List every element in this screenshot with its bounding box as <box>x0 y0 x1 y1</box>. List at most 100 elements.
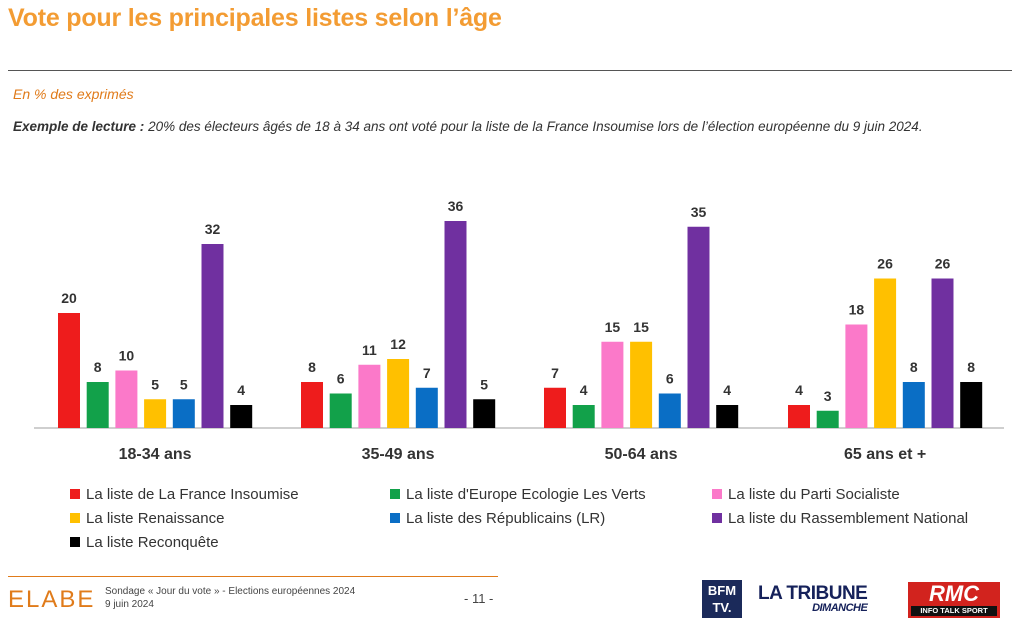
legend-label: La liste Renaissance <box>86 510 225 527</box>
bar-4-2 <box>816 410 839 428</box>
footer-divider <box>8 576 498 577</box>
bfmtv-logo: BFM TV. <box>702 580 742 618</box>
bar-3-3 <box>601 341 624 428</box>
category-label: 35-49 ans <box>362 446 435 463</box>
data-label: 5 <box>480 376 488 392</box>
data-label: 26 <box>877 256 893 272</box>
data-label: 7 <box>551 365 559 381</box>
data-label: 15 <box>605 319 621 335</box>
category-label: 50-64 ans <box>605 446 678 463</box>
category-label: 18-34 ans <box>119 446 192 463</box>
data-label: 36 <box>448 198 464 214</box>
la-tribune-logo-sub: DIMANCHE <box>812 602 868 614</box>
data-label: 7 <box>423 365 431 381</box>
category-label: 65 ans et + <box>844 446 926 463</box>
bar-1-2 <box>86 382 109 428</box>
data-label: 10 <box>119 348 135 364</box>
data-label: 8 <box>308 359 316 375</box>
data-label: 4 <box>723 382 731 398</box>
bar-2-4 <box>387 359 410 428</box>
footer-info: Sondage « Jour du vote » - Elections eur… <box>105 585 355 611</box>
bar-2-2 <box>329 393 352 428</box>
legend-label: La liste d'Europe Ecologie Les Verts <box>406 486 646 503</box>
bar-3-1 <box>544 387 566 428</box>
unit-subtitle: En % des exprimés <box>13 86 134 102</box>
data-label: 12 <box>390 336 406 352</box>
reading-example: Exemple de lecture : 20% des électeurs â… <box>13 119 923 134</box>
bar-1-3 <box>115 370 138 428</box>
data-label: 20 <box>61 290 77 306</box>
legend-label: La liste des Républicains (LR) <box>406 510 606 527</box>
bar-3-2 <box>572 405 595 428</box>
legend-label: La liste de La France Insoumise <box>86 486 299 503</box>
data-label: 5 <box>151 376 159 392</box>
survey-date: 9 juin 2024 <box>105 599 154 610</box>
legend-swatch <box>712 513 722 523</box>
legend-item: La liste Reconquête <box>70 534 219 551</box>
bar-3-5 <box>658 393 681 428</box>
bar-4-7 <box>960 382 983 428</box>
data-label: 32 <box>205 221 221 237</box>
data-label: 11 <box>362 342 377 358</box>
page-number: - 11 - <box>464 591 494 606</box>
data-label: 26 <box>935 256 951 272</box>
legend-swatch <box>390 489 400 499</box>
legend-item: La liste de La France Insoumise <box>70 486 299 503</box>
bar-4-3 <box>845 324 868 428</box>
data-label: 35 <box>691 204 707 220</box>
bar-2-6 <box>444 221 467 428</box>
data-label: 15 <box>633 319 649 335</box>
legend-swatch <box>712 489 722 499</box>
data-label: 4 <box>795 382 803 398</box>
rmc-logo: RMC INFO TALK SPORT <box>908 582 1000 618</box>
rmc-logo-sub: INFO TALK SPORT <box>911 606 997 616</box>
data-label: 5 <box>180 376 188 392</box>
bar-2-5 <box>415 387 438 428</box>
legend-item: La liste des Républicains (LR) <box>390 510 605 527</box>
bar-1-1 <box>58 313 80 428</box>
la-tribune-logo-text: LA TRIBUNE <box>758 583 868 604</box>
legend-label: La liste du Rassemblement National <box>728 510 969 527</box>
page-title: Vote pour les principales listes selon l… <box>8 4 502 32</box>
bar-3-4 <box>630 341 653 428</box>
data-label: 8 <box>910 359 918 375</box>
bar-4-6 <box>931 278 954 428</box>
rmc-logo-text: RMC <box>928 581 980 606</box>
legend-item: La liste du Parti Socialiste <box>712 486 900 503</box>
legend-item: La liste d'Europe Ecologie Les Verts <box>390 486 646 503</box>
bar-1-7 <box>230 405 253 428</box>
reading-text: 20% des électeurs âgés de 18 à 34 ans on… <box>144 119 923 134</box>
data-label: 3 <box>824 388 832 404</box>
legend-swatch <box>70 513 80 523</box>
bar-1-4 <box>144 399 167 428</box>
legend-swatch <box>70 537 80 547</box>
bar-4-4 <box>874 278 897 428</box>
data-label: 6 <box>666 371 674 387</box>
bar-4-1 <box>788 405 810 428</box>
bar-2-7 <box>473 399 496 428</box>
legend-item: La liste du Rassemblement National <box>712 510 968 527</box>
bar-1-6 <box>201 244 224 428</box>
elabe-logo: ELABE <box>8 586 96 613</box>
survey-name: Sondage « Jour du vote » - Elections eur… <box>105 586 356 597</box>
data-label: 8 <box>967 359 975 375</box>
data-label: 18 <box>849 302 865 318</box>
la-tribune-logo: LA TRIBUNE DIMANCHE <box>758 583 868 614</box>
title-divider <box>8 70 1012 71</box>
data-label: 4 <box>580 382 588 398</box>
legend-swatch <box>390 513 400 523</box>
legend-swatch <box>70 489 80 499</box>
data-label: 6 <box>337 371 345 387</box>
bar-4-5 <box>902 382 925 428</box>
bar-1-5 <box>172 399 195 428</box>
bar-3-7 <box>716 405 739 428</box>
data-label: 8 <box>94 359 102 375</box>
bar-2-1 <box>301 382 323 428</box>
reading-label: Exemple de lecture : <box>13 119 145 134</box>
legend-label: La liste du Parti Socialiste <box>728 486 900 503</box>
bar-3-6 <box>687 226 710 428</box>
legend-item: La liste Renaissance <box>70 510 224 527</box>
bar-2-3 <box>358 364 381 428</box>
data-label: 4 <box>237 382 245 398</box>
